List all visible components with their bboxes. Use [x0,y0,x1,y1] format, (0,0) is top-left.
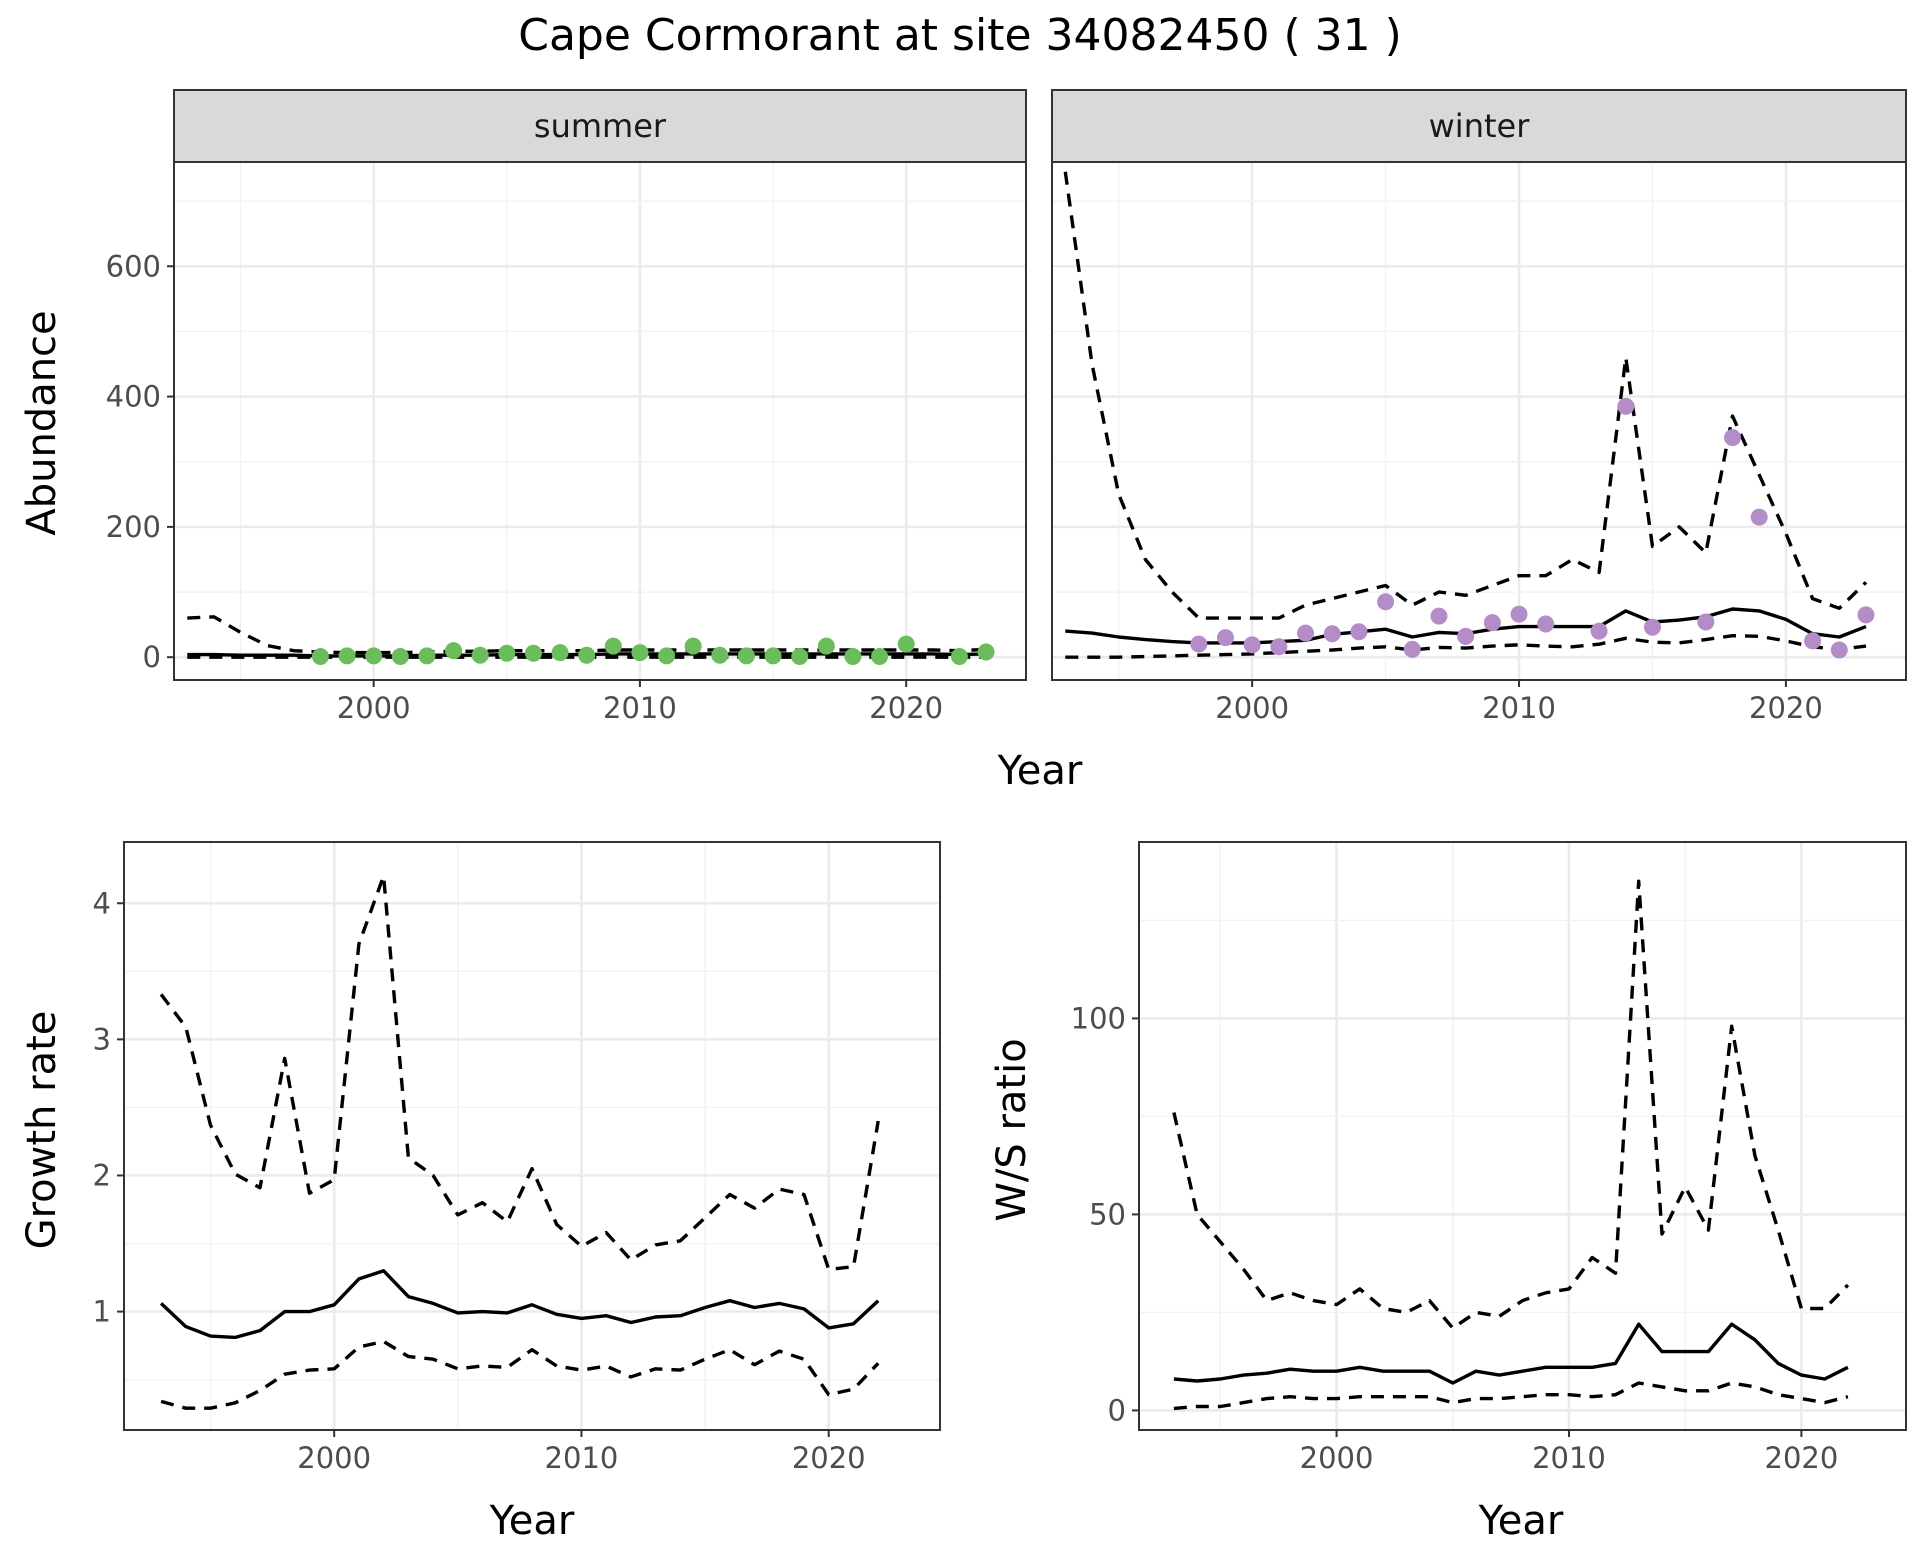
summer-data-point [391,648,409,666]
summer-y-tick-label: 600 [106,249,161,283]
ws-x-label: Year [1478,1498,1564,1544]
summer-x-tick-label: 2000 [337,691,411,725]
ws-y-label: W/S ratio [989,1038,1035,1221]
summer-data-point [524,644,542,662]
ws-y-tick-label: 50 [1089,1197,1126,1231]
summer-y-tick-label: 0 [143,640,161,674]
growth-y-label: Growth rate [19,1011,65,1250]
summer-data-point [578,646,596,664]
winter-data-point [1483,614,1501,632]
winter-data-point [1804,632,1822,650]
summer-data-point [604,637,622,655]
ws-y-tick-label: 100 [1071,1001,1126,1035]
summer-data-point [365,647,383,665]
winter-data-point [1216,629,1234,647]
summer-data-point [658,647,676,665]
ws-x-tick-label: 2010 [1532,1441,1606,1475]
summer-y-tick-label: 200 [106,510,161,544]
ws-lower-ci-line [1173,1381,1849,1411]
summer-data-point [471,646,489,664]
summer-data-point [977,643,995,661]
growth-rate-panel: 2000 2010 2020 1 2 3 4 [93,841,941,1475]
winter-strip [1051,89,1907,163]
winter-data-point [1537,615,1555,633]
ws-x-tick-label: 2000 [1300,1441,1374,1475]
summer-data-point [897,635,915,653]
summer-x-tick-label: 2010 [603,691,677,725]
winter-panel-border [1051,161,1907,681]
summer-data-point [631,644,649,662]
winter-strip-label: winter [1429,107,1531,145]
winter-upper-ci-line [1063,171,1868,620]
winter-data-point [1270,638,1288,656]
summer-data-point [817,637,835,655]
winter-data-point [1457,627,1475,645]
chart-title: Cape Cormorant at site 34082450 ( 31 ) [518,10,1401,61]
growth-lower-ci-line [160,1339,880,1410]
growth-y-tick-label: 1 [93,1295,111,1329]
winter-data-point [1830,641,1848,659]
summer-data-point [737,647,755,665]
winter-data-point [1323,625,1341,643]
winter-data-point [1297,624,1315,642]
winter-data-point [1857,606,1875,624]
winter-data-point [1350,623,1368,641]
ws-ratio-panel: 2000 2010 2020 0 50 100 [1071,841,1907,1475]
summer-data-point [791,648,809,666]
abundance-summer-panel: summer 2000 2010 2020 0 200 400 600 [106,89,1027,725]
growth-x-tick-label: 2010 [545,1441,619,1475]
ws-y-tick-label: 0 [1108,1393,1126,1427]
ws-x-tick-label: 2020 [1765,1441,1839,1475]
winter-data-point [1697,613,1715,631]
summer-data-point [844,648,862,666]
summer-y-tick-label: 400 [106,380,161,414]
summer-data-point [551,644,569,662]
growth-y-tick-label: 2 [93,1158,111,1192]
summer-strip [173,89,1027,163]
summer-strip-label: summer [534,107,667,145]
winter-data-point [1377,593,1395,611]
summer-data-point [311,648,329,666]
growth-panel-border [123,841,941,1431]
summer-data-point [338,647,356,665]
winter-data-point [1430,607,1448,625]
winter-x-tick-label: 2010 [1482,691,1556,725]
winter-data-point [1590,622,1608,640]
summer-data-point [950,648,968,666]
summer-data-point [711,646,729,664]
summer-data-point [871,648,889,666]
summer-data-point [498,644,516,662]
growth-upper-ci-line [159,874,880,1272]
ws-upper-ci-line [1172,879,1850,1330]
winter-lower-ci-line [1065,634,1867,659]
winter-data-point [1724,429,1742,447]
ws-panel-border [1138,841,1907,1431]
summer-data-point [445,642,463,660]
summer-data-point [764,647,782,665]
winter-data-point [1510,605,1528,623]
winter-data-point [1617,397,1635,415]
winter-data-point [1403,640,1421,658]
growth-x-tick-label: 2000 [297,1441,371,1475]
growth-y-tick-label: 4 [93,886,111,920]
winter-x-tick-label: 2020 [1749,691,1823,725]
summer-data-point [418,647,436,665]
summer-x-tick-label: 2020 [869,691,943,725]
summer-panel-border [173,161,1027,681]
summer-data-point [684,637,702,655]
abundance-winter-panel: winter 2000 2010 2020 [1051,89,1907,725]
winter-data-point [1243,636,1261,654]
abundance-y-label: Abundance [19,310,65,535]
winter-data-point [1750,508,1768,526]
ws-estimate-line [1173,1322,1849,1385]
growth-y-tick-label: 3 [93,1022,111,1056]
growth-x-tick-label: 2020 [792,1441,866,1475]
growth-x-label: Year [489,1498,575,1544]
winter-data-point [1190,635,1208,653]
growth-estimate-line [159,1269,880,1340]
winter-data-point [1643,618,1661,636]
abundance-x-label: Year [997,748,1083,794]
winter-x-tick-label: 2000 [1215,691,1289,725]
